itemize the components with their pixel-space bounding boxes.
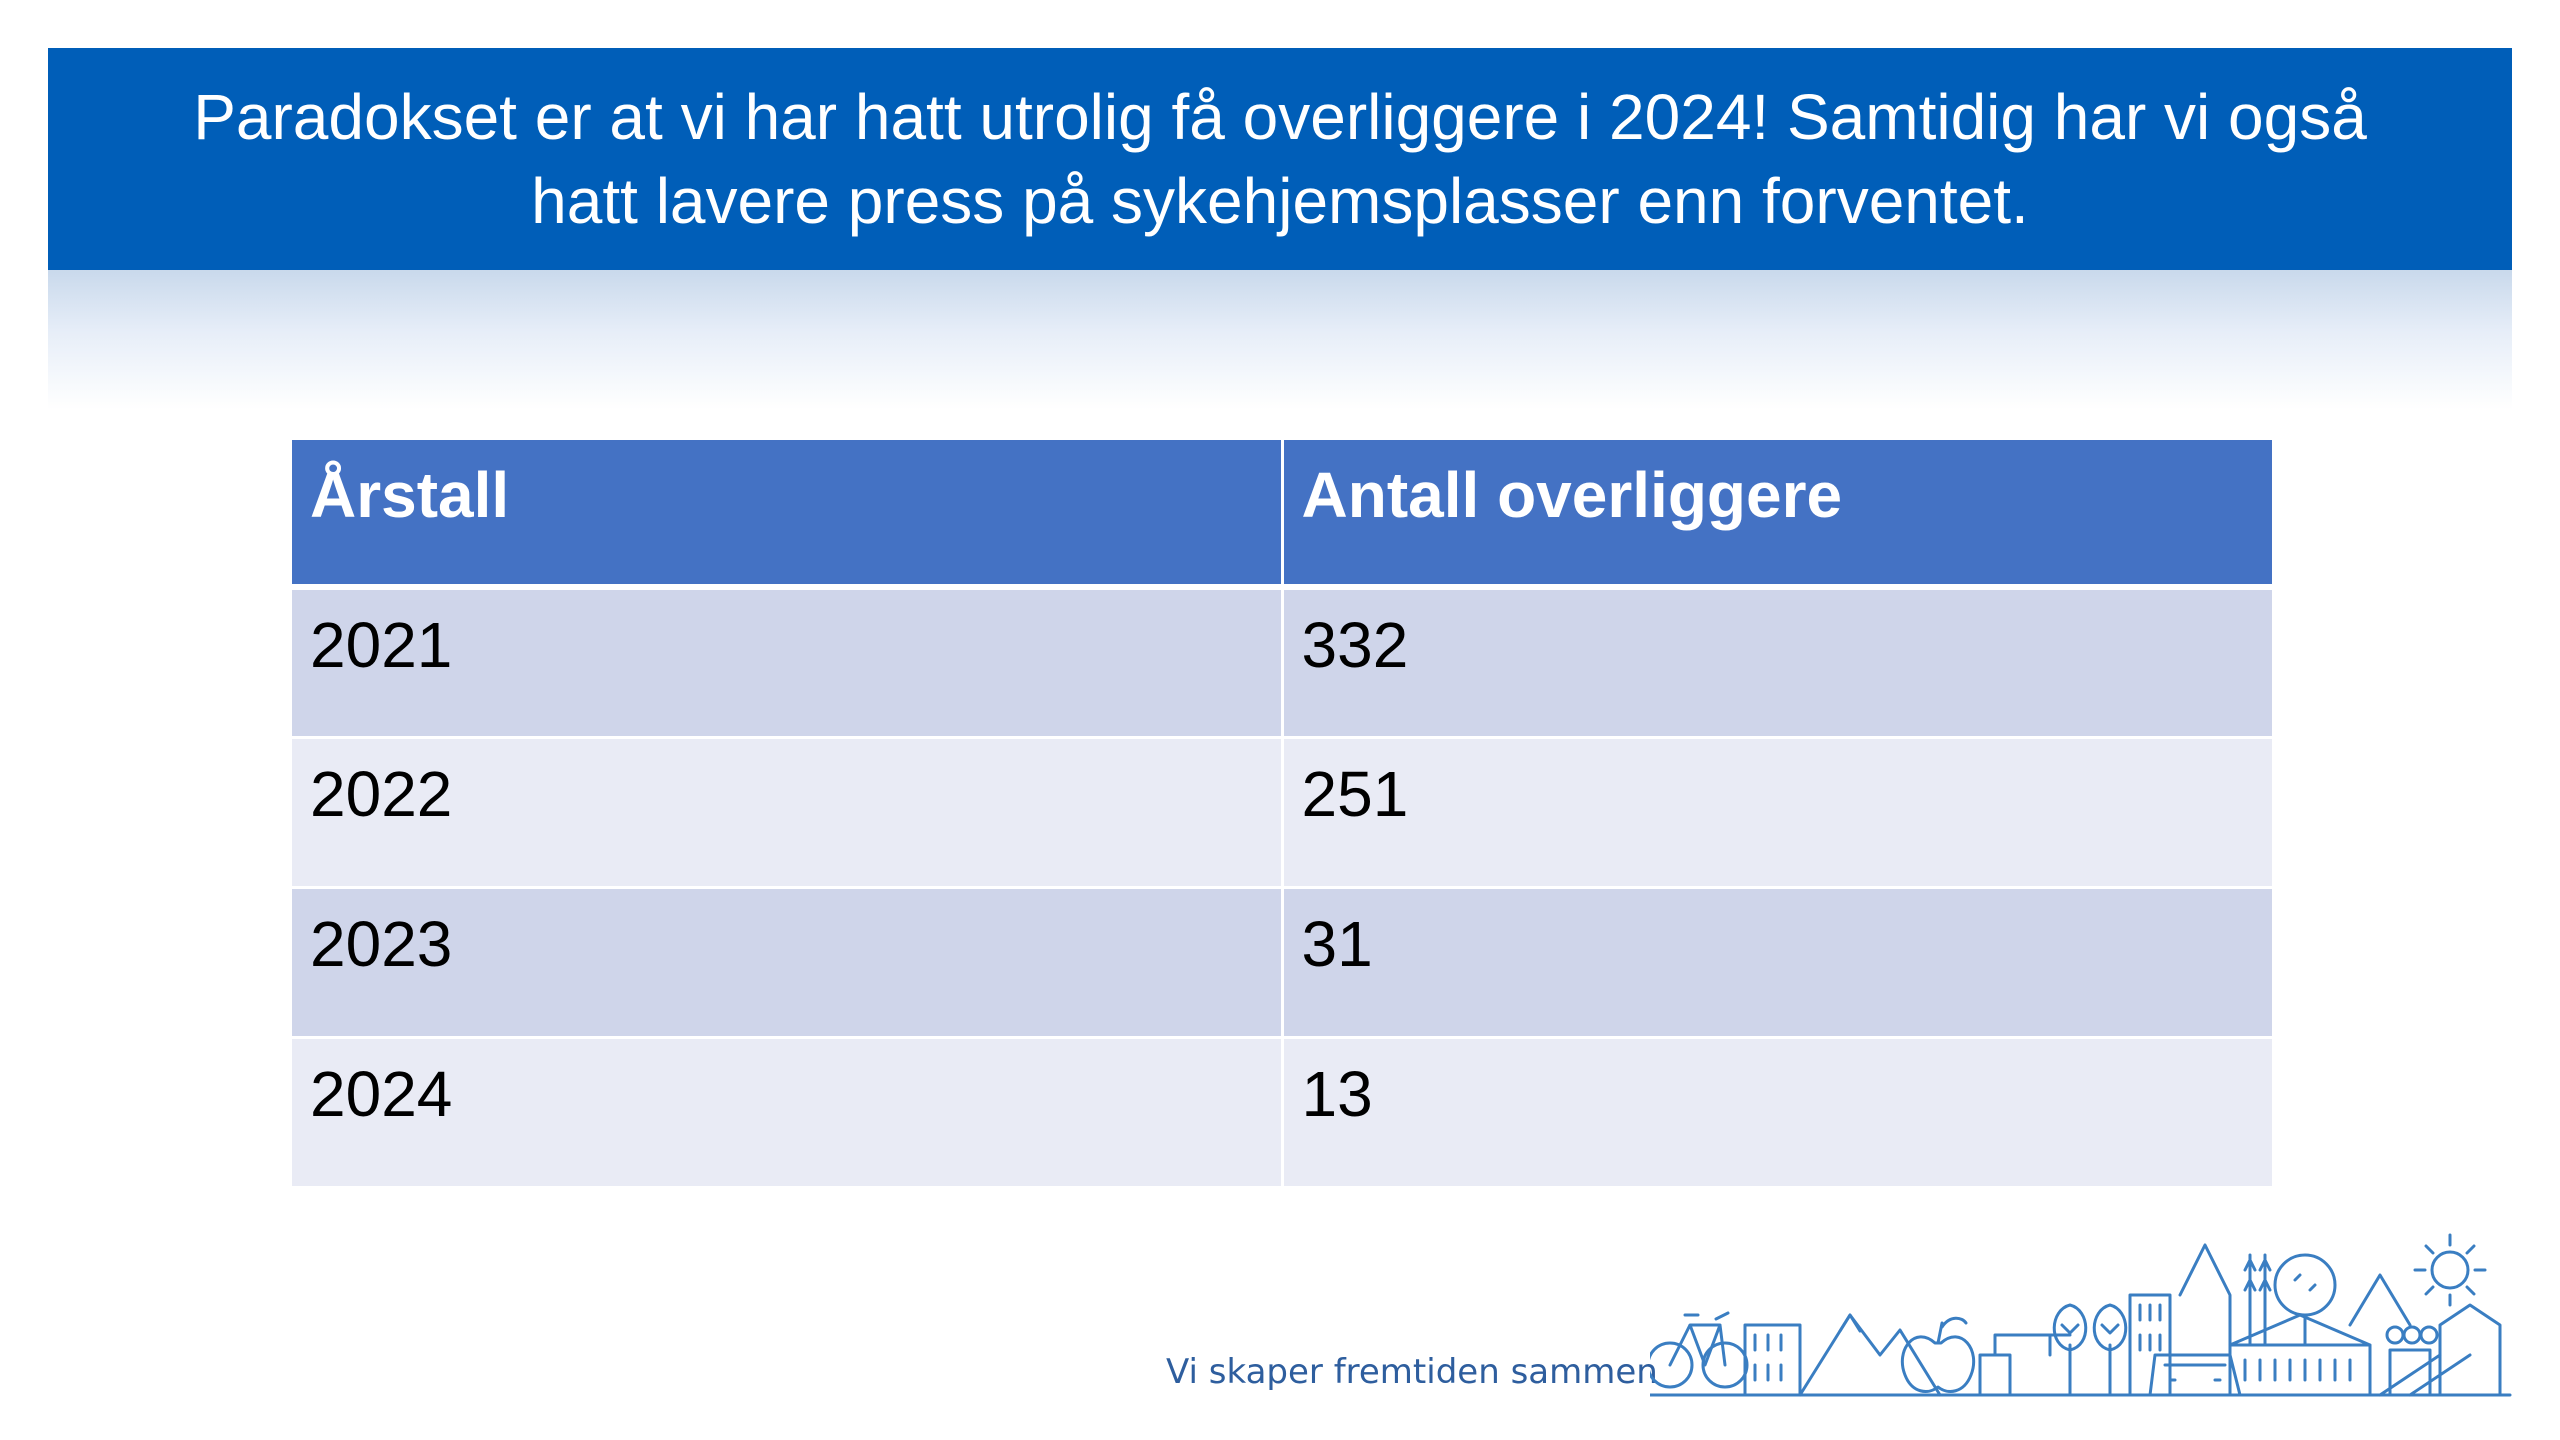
overliggere-table: Årstall Antall overliggere 2021 332 2022… xyxy=(292,440,2272,1189)
table-header-row: Årstall Antall overliggere xyxy=(292,440,2272,590)
cell-count: 332 xyxy=(1282,587,2272,739)
cell-year: 2023 xyxy=(292,887,1284,1039)
cell-count: 31 xyxy=(1282,887,2272,1039)
footer-tagline: Vi skaper fremtiden sammen xyxy=(1166,1352,1658,1392)
cell-count: 251 xyxy=(1282,737,2272,889)
table-row: 2022 251 xyxy=(292,737,2272,889)
slide-title: Paradokset er at vi har hatt utrolig få … xyxy=(193,81,2367,237)
cell-year: 2022 xyxy=(292,737,1284,889)
header-cell-year: Årstall xyxy=(292,440,1284,590)
table-row: 2024 13 xyxy=(292,1037,2272,1189)
table-row: 2023 31 xyxy=(292,887,2272,1039)
header-cell-count: Antall overliggere xyxy=(1282,440,2272,590)
title-gradient-fade xyxy=(48,270,2512,410)
cell-count: 13 xyxy=(1282,1037,2272,1189)
table-row: 2021 332 xyxy=(292,587,2272,739)
cell-year: 2021 xyxy=(292,587,1284,739)
cell-year: 2024 xyxy=(292,1037,1284,1189)
title-band: Paradokset er at vi har hatt utrolig få … xyxy=(48,48,2512,270)
city-skyline-line-art-icon xyxy=(1650,1233,2512,1397)
